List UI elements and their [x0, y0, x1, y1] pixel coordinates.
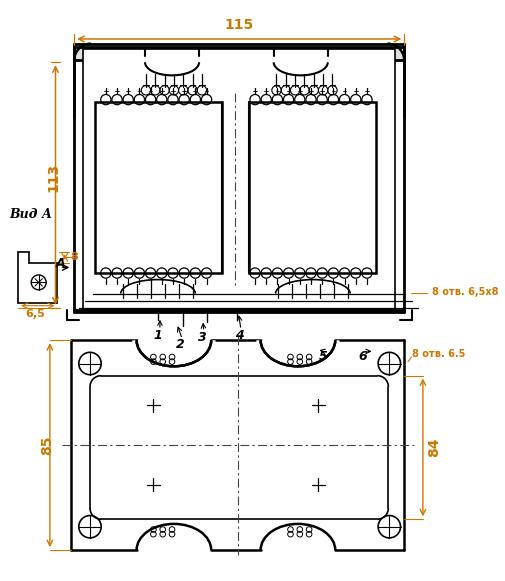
Text: 8: 8 [70, 252, 78, 262]
Text: 113: 113 [46, 163, 61, 192]
Bar [74, 48, 403, 60]
Text: 6: 6 [358, 350, 367, 364]
Text: Вид А: Вид А [9, 208, 52, 221]
Text: 5: 5 [318, 350, 327, 364]
Text: А: А [56, 257, 65, 270]
Bar [248, 102, 376, 273]
Text: 8 отв. 6.5: 8 отв. 6.5 [411, 349, 464, 359]
Text: 3: 3 [197, 331, 206, 344]
Text: 84: 84 [426, 437, 440, 457]
Text: 85: 85 [40, 435, 54, 455]
Bar [94, 102, 222, 273]
Text: 6,5: 6,5 [25, 309, 45, 319]
Text: 2: 2 [176, 338, 184, 352]
Text: 1: 1 [154, 329, 162, 342]
Text: 8 отв. 6,5х8: 8 отв. 6,5х8 [431, 286, 498, 297]
Bar [83, 49, 394, 310]
Text: 115: 115 [224, 17, 254, 31]
Text: 4: 4 [234, 329, 243, 342]
